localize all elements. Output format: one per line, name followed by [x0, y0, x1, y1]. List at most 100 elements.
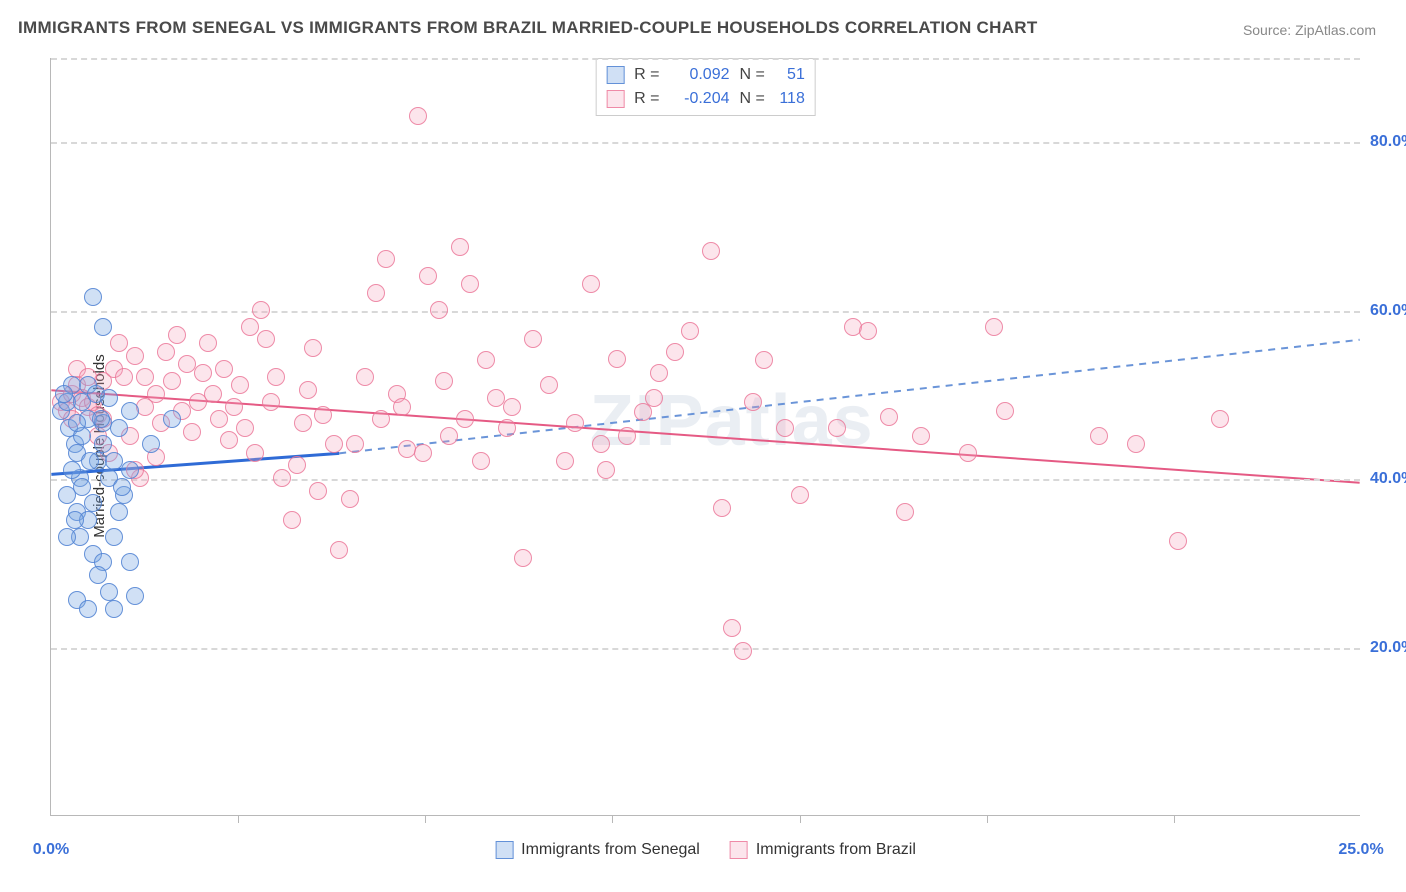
data-point	[440, 427, 458, 445]
data-point	[94, 318, 112, 336]
legend-item: Immigrants from Brazil	[730, 841, 916, 859]
data-point	[666, 343, 684, 361]
data-point	[498, 419, 516, 437]
data-point	[1169, 532, 1187, 550]
gridline	[51, 142, 1360, 144]
data-point	[723, 619, 741, 637]
n-label: N =	[740, 87, 765, 111]
gridline	[51, 311, 1360, 313]
data-point	[367, 284, 385, 302]
data-point	[330, 541, 348, 559]
data-point	[136, 398, 154, 416]
gridline	[51, 648, 1360, 650]
data-point	[896, 503, 914, 521]
data-point	[121, 553, 139, 571]
data-point	[126, 587, 144, 605]
data-point	[472, 452, 490, 470]
data-point	[377, 250, 395, 268]
data-point	[225, 398, 243, 416]
chart-plot-area: ZIPatlas R =0.092N =51R =-0.204N =118 Im…	[50, 58, 1360, 816]
data-point	[236, 419, 254, 437]
data-point	[246, 444, 264, 462]
data-point	[121, 402, 139, 420]
data-point	[199, 334, 217, 352]
data-point	[115, 368, 133, 386]
data-point	[503, 398, 521, 416]
data-point	[514, 549, 532, 567]
data-point	[58, 528, 76, 546]
r-value: 0.092	[670, 63, 730, 87]
x-tick-mark	[425, 815, 426, 823]
legend-label: Immigrants from Senegal	[521, 841, 700, 859]
data-point	[996, 402, 1014, 420]
y-tick-label: 40.0%	[1370, 470, 1406, 488]
data-point	[393, 398, 411, 416]
data-point	[618, 427, 636, 445]
x-tick-mark	[987, 815, 988, 823]
data-point	[66, 511, 84, 529]
data-point	[210, 410, 228, 428]
data-point	[110, 334, 128, 352]
data-point	[681, 322, 699, 340]
data-point	[356, 368, 374, 386]
data-point	[100, 583, 118, 601]
n-label: N =	[740, 63, 765, 87]
data-point	[985, 318, 1003, 336]
legend-series: Immigrants from Senegal Immigrants from B…	[495, 841, 916, 859]
data-point	[959, 444, 977, 462]
legend-label: Immigrants from Brazil	[756, 841, 916, 859]
x-tick-label: 25.0%	[1338, 841, 1383, 859]
data-point	[84, 288, 102, 306]
data-point	[257, 330, 275, 348]
data-point	[136, 368, 154, 386]
data-point	[273, 469, 291, 487]
data-point	[776, 419, 794, 437]
x-tick-mark	[612, 815, 613, 823]
data-point	[341, 490, 359, 508]
data-point	[163, 372, 181, 390]
data-point	[92, 410, 110, 428]
source-label: Source: ZipAtlas.com	[1243, 22, 1376, 38]
data-point	[859, 322, 877, 340]
data-point	[94, 435, 112, 453]
data-point	[142, 435, 160, 453]
data-point	[456, 410, 474, 428]
data-point	[87, 385, 105, 403]
data-point	[105, 600, 123, 618]
data-point	[419, 267, 437, 285]
data-point	[1127, 435, 1145, 453]
data-point	[105, 528, 123, 546]
data-point	[713, 499, 731, 517]
trend-lines	[51, 58, 1360, 815]
data-point	[702, 242, 720, 260]
data-point	[592, 435, 610, 453]
legend-row: R =0.092N =51	[606, 63, 805, 87]
data-point	[314, 406, 332, 424]
data-point	[540, 376, 558, 394]
data-point	[309, 482, 327, 500]
data-point	[204, 385, 222, 403]
data-point	[183, 423, 201, 441]
r-label: R =	[634, 87, 659, 111]
data-point	[645, 389, 663, 407]
data-point	[89, 566, 107, 584]
data-point	[110, 503, 128, 521]
legend-correlation-box: R =0.092N =51R =-0.204N =118	[595, 58, 816, 116]
data-point	[1090, 427, 1108, 445]
data-point	[325, 435, 343, 453]
data-point	[791, 486, 809, 504]
data-point	[84, 494, 102, 512]
n-value: 51	[775, 63, 805, 87]
data-point	[744, 393, 762, 411]
legend-swatch	[495, 841, 513, 859]
data-point	[73, 478, 91, 496]
data-point	[79, 600, 97, 618]
y-tick-label: 20.0%	[1370, 639, 1406, 657]
data-point	[194, 364, 212, 382]
data-point	[608, 350, 626, 368]
data-point	[163, 410, 181, 428]
data-point	[121, 461, 139, 479]
data-point	[126, 347, 144, 365]
data-point	[299, 381, 317, 399]
gridline	[51, 479, 1360, 481]
